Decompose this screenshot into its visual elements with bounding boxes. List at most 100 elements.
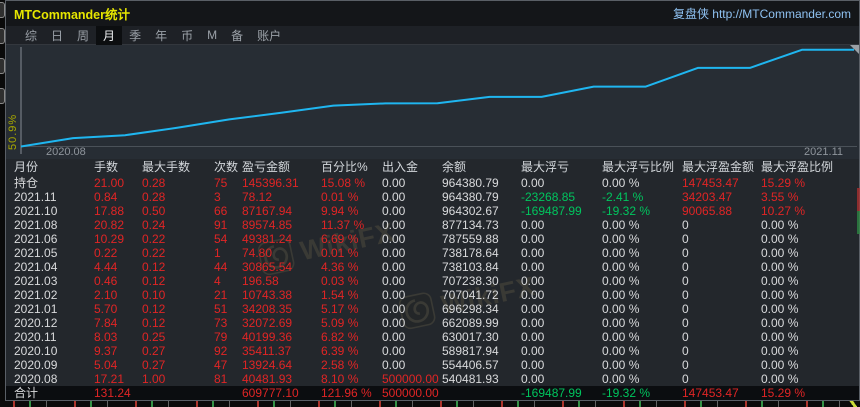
cell: 34208.35: [242, 302, 293, 316]
cell: 持仓: [14, 176, 39, 190]
equity-chart-canvas: [20, 47, 857, 154]
menu-item-zong[interactable]: 综: [25, 28, 38, 43]
cell: 738178.64: [442, 246, 499, 260]
table-row[interactable]: 2020.10 9.37 0.27 92 35411.37 6.39 % 0.00 58981…: [6, 344, 859, 358]
cell: 0.00 %: [602, 358, 640, 372]
cell: 0: [682, 246, 689, 260]
table-row[interactable]: 2021.10 17.88 0.50 66 87167.94 9.94 % 0.00 9643…: [6, 204, 859, 218]
cell: 1.00: [142, 372, 166, 386]
menu-item-nian[interactable]: 年: [155, 28, 168, 43]
cell: [214, 386, 242, 400]
cell: 0.22: [142, 246, 166, 260]
menu-item-zhou[interactable]: 周: [77, 28, 90, 43]
cell: 10.27 %: [761, 204, 806, 218]
menu-item-ri[interactable]: 日: [51, 28, 64, 43]
cell: 0.00 %: [761, 372, 799, 386]
table-row[interactable]: 2021.02 2.10 0.10 21 10743.38 1.54 % 0.00 70704…: [6, 288, 859, 302]
cell: 787559.88: [442, 232, 499, 246]
cell: 0.00 %: [602, 316, 640, 330]
background-toolbar-icon: [0, 58, 5, 74]
cell: 609777.10: [242, 386, 299, 400]
menu-item-bei[interactable]: 备: [231, 28, 244, 43]
x-axis-end-label: 2021.11: [804, 146, 843, 158]
cell: 4.44: [94, 260, 118, 274]
cell: 0.12: [142, 274, 166, 288]
cell: 0.01 %: [321, 190, 359, 204]
cell: 8.03: [94, 330, 118, 344]
table-row[interactable]: 持仓 21.00 0.28 75 145396.31 15.08 % 0.00 964380.…: [6, 176, 859, 190]
cell: -19.32 %: [602, 204, 651, 218]
menu-item-ji[interactable]: 季: [129, 28, 142, 43]
menu-item-m[interactable]: M: [207, 28, 218, 42]
table-row[interactable]: 2021.11 0.84 0.28 3 78.12 0.01 % 0.00 964380.79…: [6, 190, 859, 204]
table-row[interactable]: 2021.06 10.29 0.22 54 49381.24 6.69 % 0.00 7875…: [6, 232, 859, 246]
table-row[interactable]: 2021.05 0.22 0.22 1 74.80 0.01 % 0.00 738178.64…: [6, 246, 859, 260]
cell: 17.88: [94, 204, 125, 218]
table-row[interactable]: 2021.01 5.70 0.12 51 34208.35 5.17 % 0.00 69629…: [6, 302, 859, 316]
cell: 196.58: [242, 274, 279, 288]
table-row[interactable]: 2021.08 20.82 0.24 91 89574.85 11.37 % 0.00 877…: [6, 218, 859, 232]
menu-item-bi[interactable]: 币: [181, 28, 194, 43]
cell: 0.84: [94, 190, 118, 204]
cell: 2020.09: [14, 358, 58, 372]
cell: 0.00: [521, 288, 545, 302]
cell: 2020.11: [14, 330, 57, 344]
cell: -2.41 %: [602, 190, 644, 204]
cell: 2021.06: [14, 232, 58, 246]
cell: 40481.93: [242, 372, 293, 386]
cell: 589817.94: [442, 344, 499, 358]
cell: 79: [214, 330, 228, 344]
cell: 0.00: [521, 302, 545, 316]
cell: 540481.93: [442, 372, 499, 386]
cell: 15.29 %: [761, 176, 806, 190]
table-row[interactable]: 2021.03 0.46 0.12 4 196.58 0.03 % 0.00 707238.3…: [6, 274, 859, 288]
stats-window: WikiFX WikiFX WikiFX WikiFX MTCommander统…: [5, 0, 860, 401]
cell: 145396.31: [242, 176, 299, 190]
column-header: 盈亏金额: [242, 160, 291, 174]
scroll-arrow-icon[interactable]: [850, 45, 859, 54]
cell: 0.00: [382, 358, 406, 372]
cell: -23268.85: [521, 190, 576, 204]
cell: 0.00 %: [761, 302, 799, 316]
cell: 35411.37: [242, 344, 292, 358]
cell: 2021.10: [14, 204, 58, 218]
cell: 21: [214, 288, 228, 302]
brand-link[interactable]: 复盘侠 http://MTCommander.com: [672, 7, 851, 21]
cell: 0.24: [142, 218, 166, 232]
cell: 66: [214, 204, 228, 218]
menu-item-zhanghu[interactable]: 账户: [257, 28, 282, 43]
cell: 0.00 %: [602, 302, 640, 316]
cell: 0.00 %: [602, 246, 640, 260]
table-row[interactable]: 2020.12 7.84 0.12 73 32072.69 5.09 % 0.00 66208…: [6, 316, 859, 330]
table-row[interactable]: 2020.08 17.21 1.00 81 40481.93 8.10 % 500000.0…: [6, 372, 859, 386]
cell: 0.27: [142, 344, 166, 358]
cell: 4: [214, 274, 221, 288]
cell: 1: [214, 246, 221, 260]
cell: 0.00: [382, 302, 406, 316]
table-total-row[interactable]: 合计 131.24 609777.10 121.96 % 500000.00 -16948…: [6, 386, 859, 400]
cell: 0.00 %: [761, 246, 799, 260]
table-row[interactable]: 2020.11 8.03 0.25 79 40199.36 6.82 % 0.00 63001…: [6, 330, 859, 344]
cell: 0.28: [142, 176, 166, 190]
cell: 0.00 %: [761, 316, 799, 330]
table-row[interactable]: 2020.09 5.04 0.27 47 13924.64 2.58 % 0.00 55440…: [6, 358, 859, 372]
cell: 0: [682, 344, 689, 358]
cell: 47: [214, 358, 228, 372]
cell: 0.00: [521, 274, 545, 288]
cell: 696298.34: [442, 302, 499, 316]
cell: 0: [682, 302, 689, 316]
cell: 6.39 %: [321, 344, 359, 358]
cell: 0.00 %: [602, 176, 640, 190]
cell: 121.96 %: [321, 386, 372, 400]
menu-item-yue[interactable]: 月: [96, 25, 123, 45]
stats-table: 月份 手数 最大手数 次数 盈亏金额 百分比% 出入金 余额 最大浮亏 最大浮亏比例 最大浮盈金额最…: [6, 159, 859, 400]
cell: 0.00: [382, 316, 406, 330]
cell: 0.00 %: [602, 274, 640, 288]
cell: 15.29 %: [761, 386, 806, 400]
cell: 0.00 %: [761, 288, 799, 302]
cell: 0.00 %: [602, 330, 640, 344]
cell: 21.00: [94, 176, 125, 190]
table-row[interactable]: 2021.04 4.44 0.12 44 30865.54 4.36 % 0.00 73810…: [6, 260, 859, 274]
cell: 9.94 %: [321, 204, 359, 218]
cell: [442, 386, 521, 400]
